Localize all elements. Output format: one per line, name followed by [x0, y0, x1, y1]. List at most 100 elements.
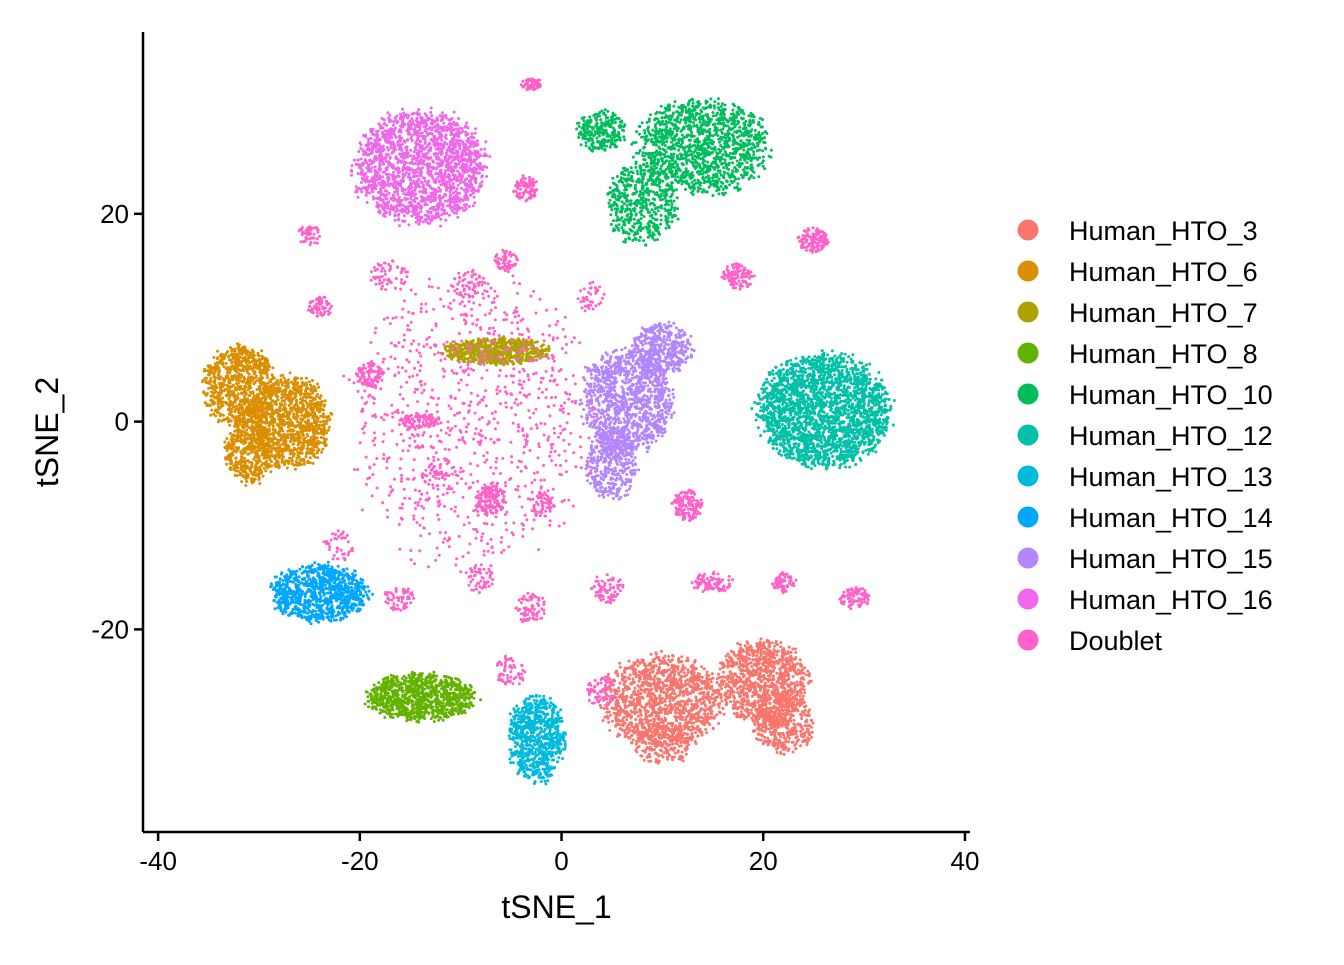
point: [284, 393, 288, 397]
point: [794, 736, 798, 740]
point: [657, 665, 661, 669]
point: [741, 703, 745, 707]
point: [664, 749, 668, 753]
point: [679, 744, 683, 748]
point: [234, 404, 238, 408]
point: [772, 732, 776, 736]
point: [802, 671, 805, 675]
point: [775, 653, 779, 657]
point: [756, 648, 760, 652]
point: [726, 677, 730, 681]
point: [293, 424, 297, 428]
point: [321, 447, 325, 451]
point: [735, 687, 739, 691]
point: [229, 419, 233, 423]
point: [688, 684, 692, 688]
point: [660, 730, 664, 734]
point: [242, 470, 246, 474]
point: [778, 711, 781, 715]
point: [323, 444, 327, 448]
point: [623, 666, 627, 670]
point: [607, 710, 611, 714]
point: [218, 354, 222, 358]
point: [669, 711, 673, 715]
point: [235, 394, 239, 398]
point: [247, 366, 251, 370]
point: [669, 702, 673, 706]
point: [639, 688, 643, 692]
point: [759, 706, 763, 710]
point: [775, 751, 779, 754]
point: [663, 700, 667, 703]
point: [242, 347, 246, 351]
point: [661, 719, 665, 723]
point: [745, 678, 748, 682]
point: [739, 664, 743, 668]
point: [217, 370, 221, 374]
point: [317, 385, 321, 389]
point: [671, 654, 675, 658]
point: [678, 708, 682, 712]
point: [289, 421, 293, 425]
point: [254, 376, 258, 379]
point: [294, 394, 298, 398]
point: [731, 694, 735, 698]
point: [672, 675, 676, 679]
point: [642, 758, 646, 762]
point: [802, 705, 806, 709]
point: [253, 360, 257, 364]
point: [630, 696, 634, 700]
point: [259, 374, 263, 378]
point: [711, 676, 715, 680]
point: [674, 711, 678, 715]
point: [759, 651, 763, 655]
point: [302, 457, 306, 461]
point: [618, 713, 622, 717]
point: [302, 392, 306, 396]
point: [755, 737, 758, 741]
point: [751, 654, 755, 658]
point: [802, 688, 806, 692]
point: [657, 754, 661, 758]
point: [649, 667, 653, 671]
point: [778, 733, 781, 737]
point: [264, 469, 268, 473]
point: [692, 667, 696, 671]
point: [213, 375, 217, 379]
point: [672, 684, 676, 687]
point: [620, 697, 624, 701]
point: [735, 711, 739, 715]
point: [685, 741, 689, 745]
point: [746, 694, 750, 698]
point: [666, 668, 670, 672]
point: [296, 420, 300, 424]
point: [299, 440, 303, 444]
point: [232, 400, 236, 404]
point: [657, 658, 661, 662]
point: [686, 656, 690, 660]
point: [260, 420, 264, 424]
point: [308, 399, 312, 403]
point: [261, 474, 265, 478]
point: [748, 657, 751, 661]
point: [790, 731, 794, 735]
point: [748, 670, 752, 674]
point: [217, 376, 221, 380]
point: [787, 740, 791, 744]
point: [616, 674, 620, 678]
point: [257, 419, 260, 423]
point: [644, 712, 648, 715]
point: [749, 661, 753, 665]
point: [638, 708, 641, 712]
point: [699, 679, 703, 683]
point: [675, 742, 679, 746]
point: [791, 750, 795, 754]
point: [623, 704, 627, 707]
point: [636, 730, 640, 734]
point: [233, 347, 237, 351]
point: [634, 707, 638, 711]
point: [616, 722, 620, 726]
point: [692, 687, 696, 691]
point: [294, 403, 298, 407]
point: [218, 406, 222, 410]
